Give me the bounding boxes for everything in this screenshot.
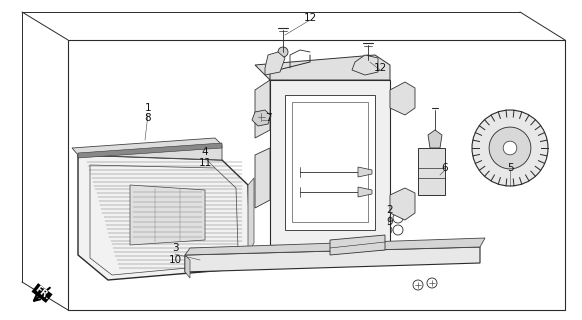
Polygon shape (78, 143, 222, 158)
Circle shape (503, 141, 517, 155)
Circle shape (278, 47, 288, 57)
Text: 9: 9 (386, 217, 393, 227)
Circle shape (211, 254, 219, 262)
Polygon shape (358, 167, 372, 177)
Text: 8: 8 (145, 113, 151, 123)
Polygon shape (255, 55, 390, 80)
Circle shape (384, 226, 392, 234)
Circle shape (472, 110, 548, 186)
Polygon shape (418, 148, 445, 195)
Polygon shape (265, 52, 285, 75)
Polygon shape (330, 235, 385, 255)
Circle shape (338, 201, 346, 209)
Polygon shape (352, 55, 378, 75)
Circle shape (427, 278, 437, 288)
Text: 7: 7 (265, 113, 271, 123)
Circle shape (413, 280, 423, 290)
Polygon shape (285, 95, 375, 230)
Polygon shape (248, 178, 254, 250)
Polygon shape (72, 138, 222, 160)
Circle shape (326, 213, 334, 221)
Polygon shape (390, 188, 415, 220)
Circle shape (338, 213, 346, 221)
Polygon shape (292, 102, 368, 222)
Text: 4: 4 (202, 147, 208, 157)
Text: 1: 1 (145, 103, 151, 113)
Text: 3: 3 (172, 243, 178, 253)
Polygon shape (270, 80, 390, 245)
Text: 12: 12 (374, 63, 386, 73)
Polygon shape (185, 238, 485, 255)
Text: FR.: FR. (33, 284, 51, 302)
Circle shape (393, 213, 403, 223)
Polygon shape (130, 185, 205, 245)
Polygon shape (185, 247, 480, 272)
Polygon shape (185, 255, 190, 278)
Circle shape (489, 127, 531, 169)
Polygon shape (252, 110, 271, 126)
Text: 5: 5 (507, 163, 513, 173)
Text: 10: 10 (168, 255, 182, 265)
Circle shape (211, 170, 219, 178)
Circle shape (326, 201, 334, 209)
Circle shape (393, 225, 403, 235)
Circle shape (106, 261, 114, 269)
Circle shape (363, 55, 373, 65)
Polygon shape (255, 148, 270, 208)
Text: 6: 6 (442, 163, 448, 173)
Polygon shape (428, 130, 442, 148)
Polygon shape (78, 155, 250, 280)
Text: 12: 12 (303, 13, 317, 23)
Text: 2: 2 (386, 205, 393, 215)
Polygon shape (255, 80, 270, 138)
Polygon shape (390, 82, 415, 115)
Text: 11: 11 (198, 158, 212, 168)
Polygon shape (358, 187, 372, 197)
